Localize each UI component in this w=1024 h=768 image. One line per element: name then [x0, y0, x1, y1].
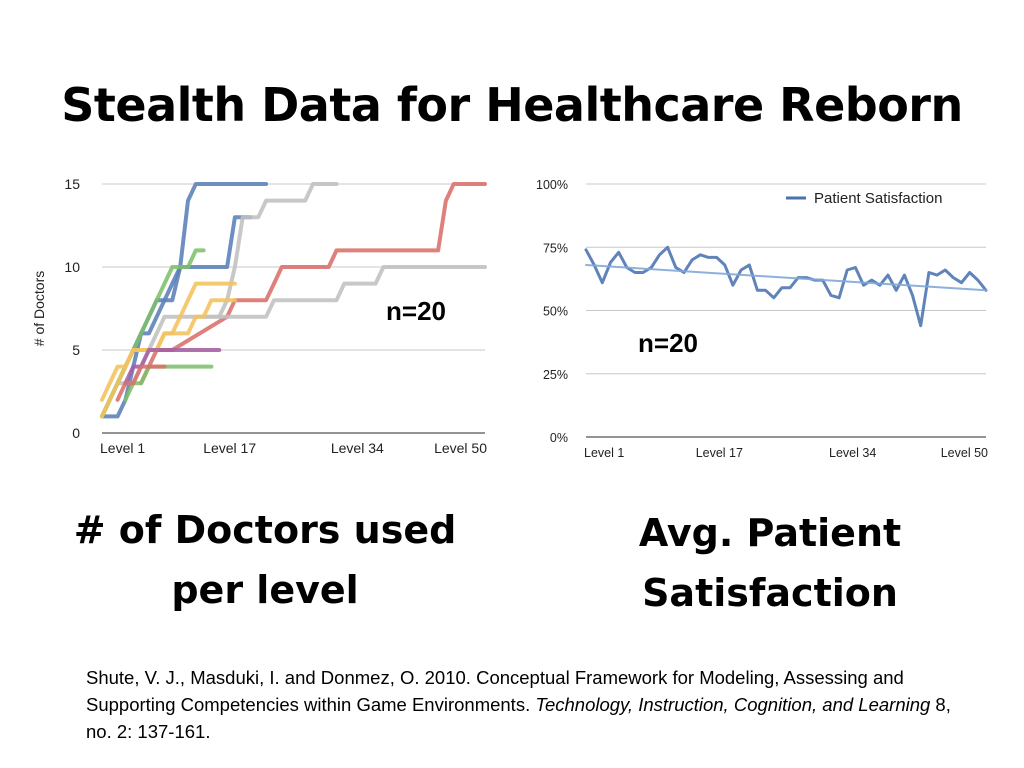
satisfaction-y-tick-label: 75% — [543, 241, 568, 255]
citation: Shute, V. J., Masduki, I. and Donmez, O.… — [86, 664, 966, 745]
doctors-series-line-4 — [139, 182, 487, 386]
satisfaction-n-annotation: n=20 — [638, 328, 698, 358]
doctors-y-tick-label: 5 — [72, 342, 80, 358]
doctors-series-line-10 — [123, 364, 214, 402]
slide-title: Stealth Data for Healthcare Reborn — [61, 78, 963, 132]
doctors-y-tick-label: 10 — [64, 259, 80, 275]
doctors-x-tick-label: Level 50 — [434, 440, 487, 456]
doctors-x-tick-label: Level 17 — [203, 440, 256, 456]
caption-doctors-line2: per level — [171, 568, 359, 612]
doctors-series-line-5 — [201, 265, 487, 319]
satisfaction-y-tick-label: 0% — [550, 431, 568, 445]
patient-satisfaction-chart: 0% 25% 50% 75% 100% Level 1 Level 17 Level 34 Le… — [536, 178, 988, 460]
satisfaction-series-line-1 — [584, 245, 988, 328]
caption-satisfaction: Avg. Patient Satisfaction — [570, 503, 970, 623]
satisfaction-x-tick-label: Level 34 — [829, 446, 876, 460]
doctors-x-tick-label: Level 34 — [331, 440, 384, 456]
satisfaction-x-tick-label: Level 1 — [584, 446, 624, 460]
caption-satisfaction-line2: Satisfaction — [642, 571, 898, 615]
doctors-per-level-chart: 0 5 10 15 Level 1 Level 17 Level 34 Level 50 n=2… — [31, 176, 487, 456]
satisfaction-y-tick-label: 50% — [543, 305, 568, 319]
doctors-n-annotation: n=20 — [386, 296, 446, 326]
doctors-x-tick-label: Level 1 — [100, 440, 145, 456]
satisfaction-x-tick-label: Level 50 — [941, 446, 988, 460]
satisfaction-y-tick-label: 25% — [543, 368, 568, 382]
caption-doctors-line1: # of Doctors used — [73, 508, 457, 552]
citation-authors-title: Shute, V. J., Masduki, I. and Donmez, O.… — [86, 667, 904, 715]
satisfaction-trend-line — [585, 264, 987, 292]
doctors-series-line-11 — [115, 364, 167, 402]
doctors-y-tick-label: 0 — [72, 425, 80, 441]
satisfaction-x-tick-label: Level 17 — [696, 446, 743, 460]
doctors-y-axis-label: # of Doctors — [31, 271, 47, 346]
doctors-series-line-8 — [100, 298, 237, 402]
citation-journal: Technology, Instruction, Cognition, and … — [535, 694, 931, 715]
doctors-y-tick-label: 15 — [64, 176, 80, 192]
caption-doctors: # of Doctors used per level — [60, 500, 470, 620]
citation-volume: 8, no. 2: 137-161. — [86, 694, 951, 742]
satisfaction-y-tick-label: 100% — [536, 178, 568, 192]
satisfaction-legend-label: Patient Satisfaction — [814, 190, 942, 207]
caption-satisfaction-line1: Avg. Patient — [638, 511, 902, 555]
